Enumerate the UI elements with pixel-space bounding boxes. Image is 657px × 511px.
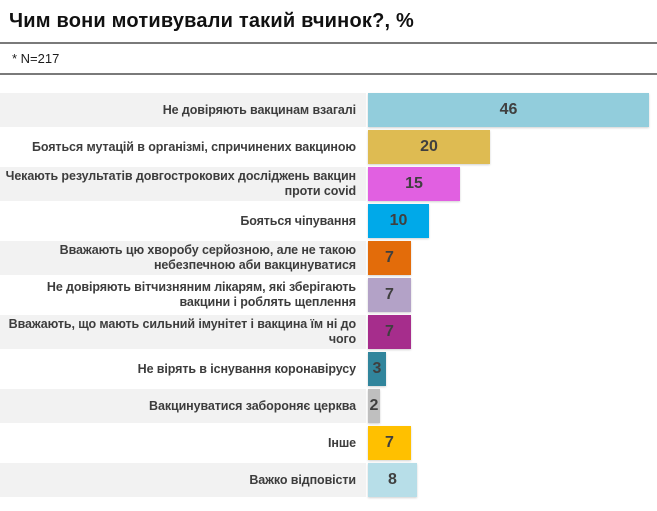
- bar-value-label: 7: [385, 434, 394, 451]
- bar-category-label: Не вірять в існування коронавірусу: [137, 361, 356, 376]
- bar-value-label: 7: [385, 286, 394, 303]
- bar-row: Чекають результатів довгострокових дослі…: [0, 167, 657, 201]
- bar-value-label: 10: [389, 212, 408, 229]
- sample-size-note: * N=217: [12, 51, 60, 66]
- bar-row: Вважають цю хворобу серйозною, але не та…: [0, 241, 657, 275]
- bar: 7: [368, 315, 411, 349]
- bar-row: Вакцинуватися забороняє церква 2: [0, 389, 657, 423]
- bar-category-label: Не довіряють вітчизняним лікарям, які зб…: [46, 280, 356, 309]
- bar-plot-area: 10: [368, 204, 657, 238]
- bar-plot-area: 7: [368, 315, 657, 349]
- bar-value-label: 15: [405, 175, 423, 192]
- bar-value-label: 8: [388, 471, 397, 488]
- bar: 2: [368, 389, 380, 423]
- divider-bottom: [0, 73, 657, 75]
- bar-plot-area: 7: [368, 426, 657, 460]
- bar-value-label: 46: [499, 101, 518, 118]
- bar-category-label: Вакцинуватися забороняє церква: [0, 389, 366, 423]
- bar: 7: [368, 241, 411, 275]
- bar: 15: [368, 167, 460, 201]
- bar: 7: [368, 278, 411, 312]
- bar: 3: [368, 352, 386, 386]
- bar-chart: Не довіряють вакцинам взагалі 46 Бояться м…: [0, 93, 657, 497]
- bar-plot-area: 8: [368, 463, 657, 497]
- bar-plot-area: 46: [368, 93, 657, 127]
- bar: 7: [368, 426, 411, 460]
- bar-row: Не довіряють вітчизняним лікарям, які зб…: [0, 278, 657, 312]
- bar: 20: [368, 130, 490, 164]
- bar-plot-area: 2: [368, 389, 657, 423]
- bar-value-label: 2: [369, 397, 379, 414]
- bar-row: Вважають, що мають сильний імунітет і ва…: [0, 315, 657, 349]
- bar-value-label: 7: [385, 249, 394, 266]
- chart-title: Чим вони мотивували такий вчинок?, %: [9, 10, 414, 32]
- bar-row: Бояться мутацій в організмі, спричинених…: [0, 130, 657, 164]
- bar-row: Не довіряють вакцинам взагалі 46: [0, 93, 657, 127]
- bar-value-label: 7: [385, 323, 394, 340]
- bar-category-label: Інше: [328, 435, 356, 450]
- bar-category-label: Не довіряють вакцинам взагалі: [0, 93, 366, 127]
- bar: 46: [368, 93, 649, 127]
- bar-category-label: Вважають, що мають сильний імунітет і ва…: [0, 315, 366, 349]
- bar-plot-area: 15: [368, 167, 657, 201]
- bar: 10: [368, 204, 429, 238]
- bar-row: Бояться чіпування 10: [0, 204, 657, 238]
- divider-top: [0, 42, 657, 44]
- bar-value-label: 3: [372, 360, 382, 377]
- bar-row: Важко відповісти 8: [0, 463, 657, 497]
- bar-category-label: Вважають цю хворобу серйозною, але не та…: [0, 241, 366, 275]
- bar-category-label: Бояться мутацій в організмі, спричинених…: [31, 139, 356, 154]
- bar-category-label: Чекають результатів довгострокових дослі…: [0, 167, 366, 201]
- bar-row: Не вірять в існування коронавірусу 3: [0, 352, 657, 386]
- bar-plot-area: 7: [368, 278, 657, 312]
- bar-plot-area: 3: [368, 352, 657, 386]
- bar-plot-area: 20: [368, 130, 657, 164]
- bar-plot-area: 7: [368, 241, 657, 275]
- bar-category-label: Бояться чіпування: [240, 213, 356, 228]
- bar-row: Інше 7: [0, 426, 657, 460]
- bar-value-label: 20: [420, 138, 438, 155]
- bar-category-label: Важко відповісти: [0, 463, 366, 497]
- bar: 8: [368, 463, 417, 497]
